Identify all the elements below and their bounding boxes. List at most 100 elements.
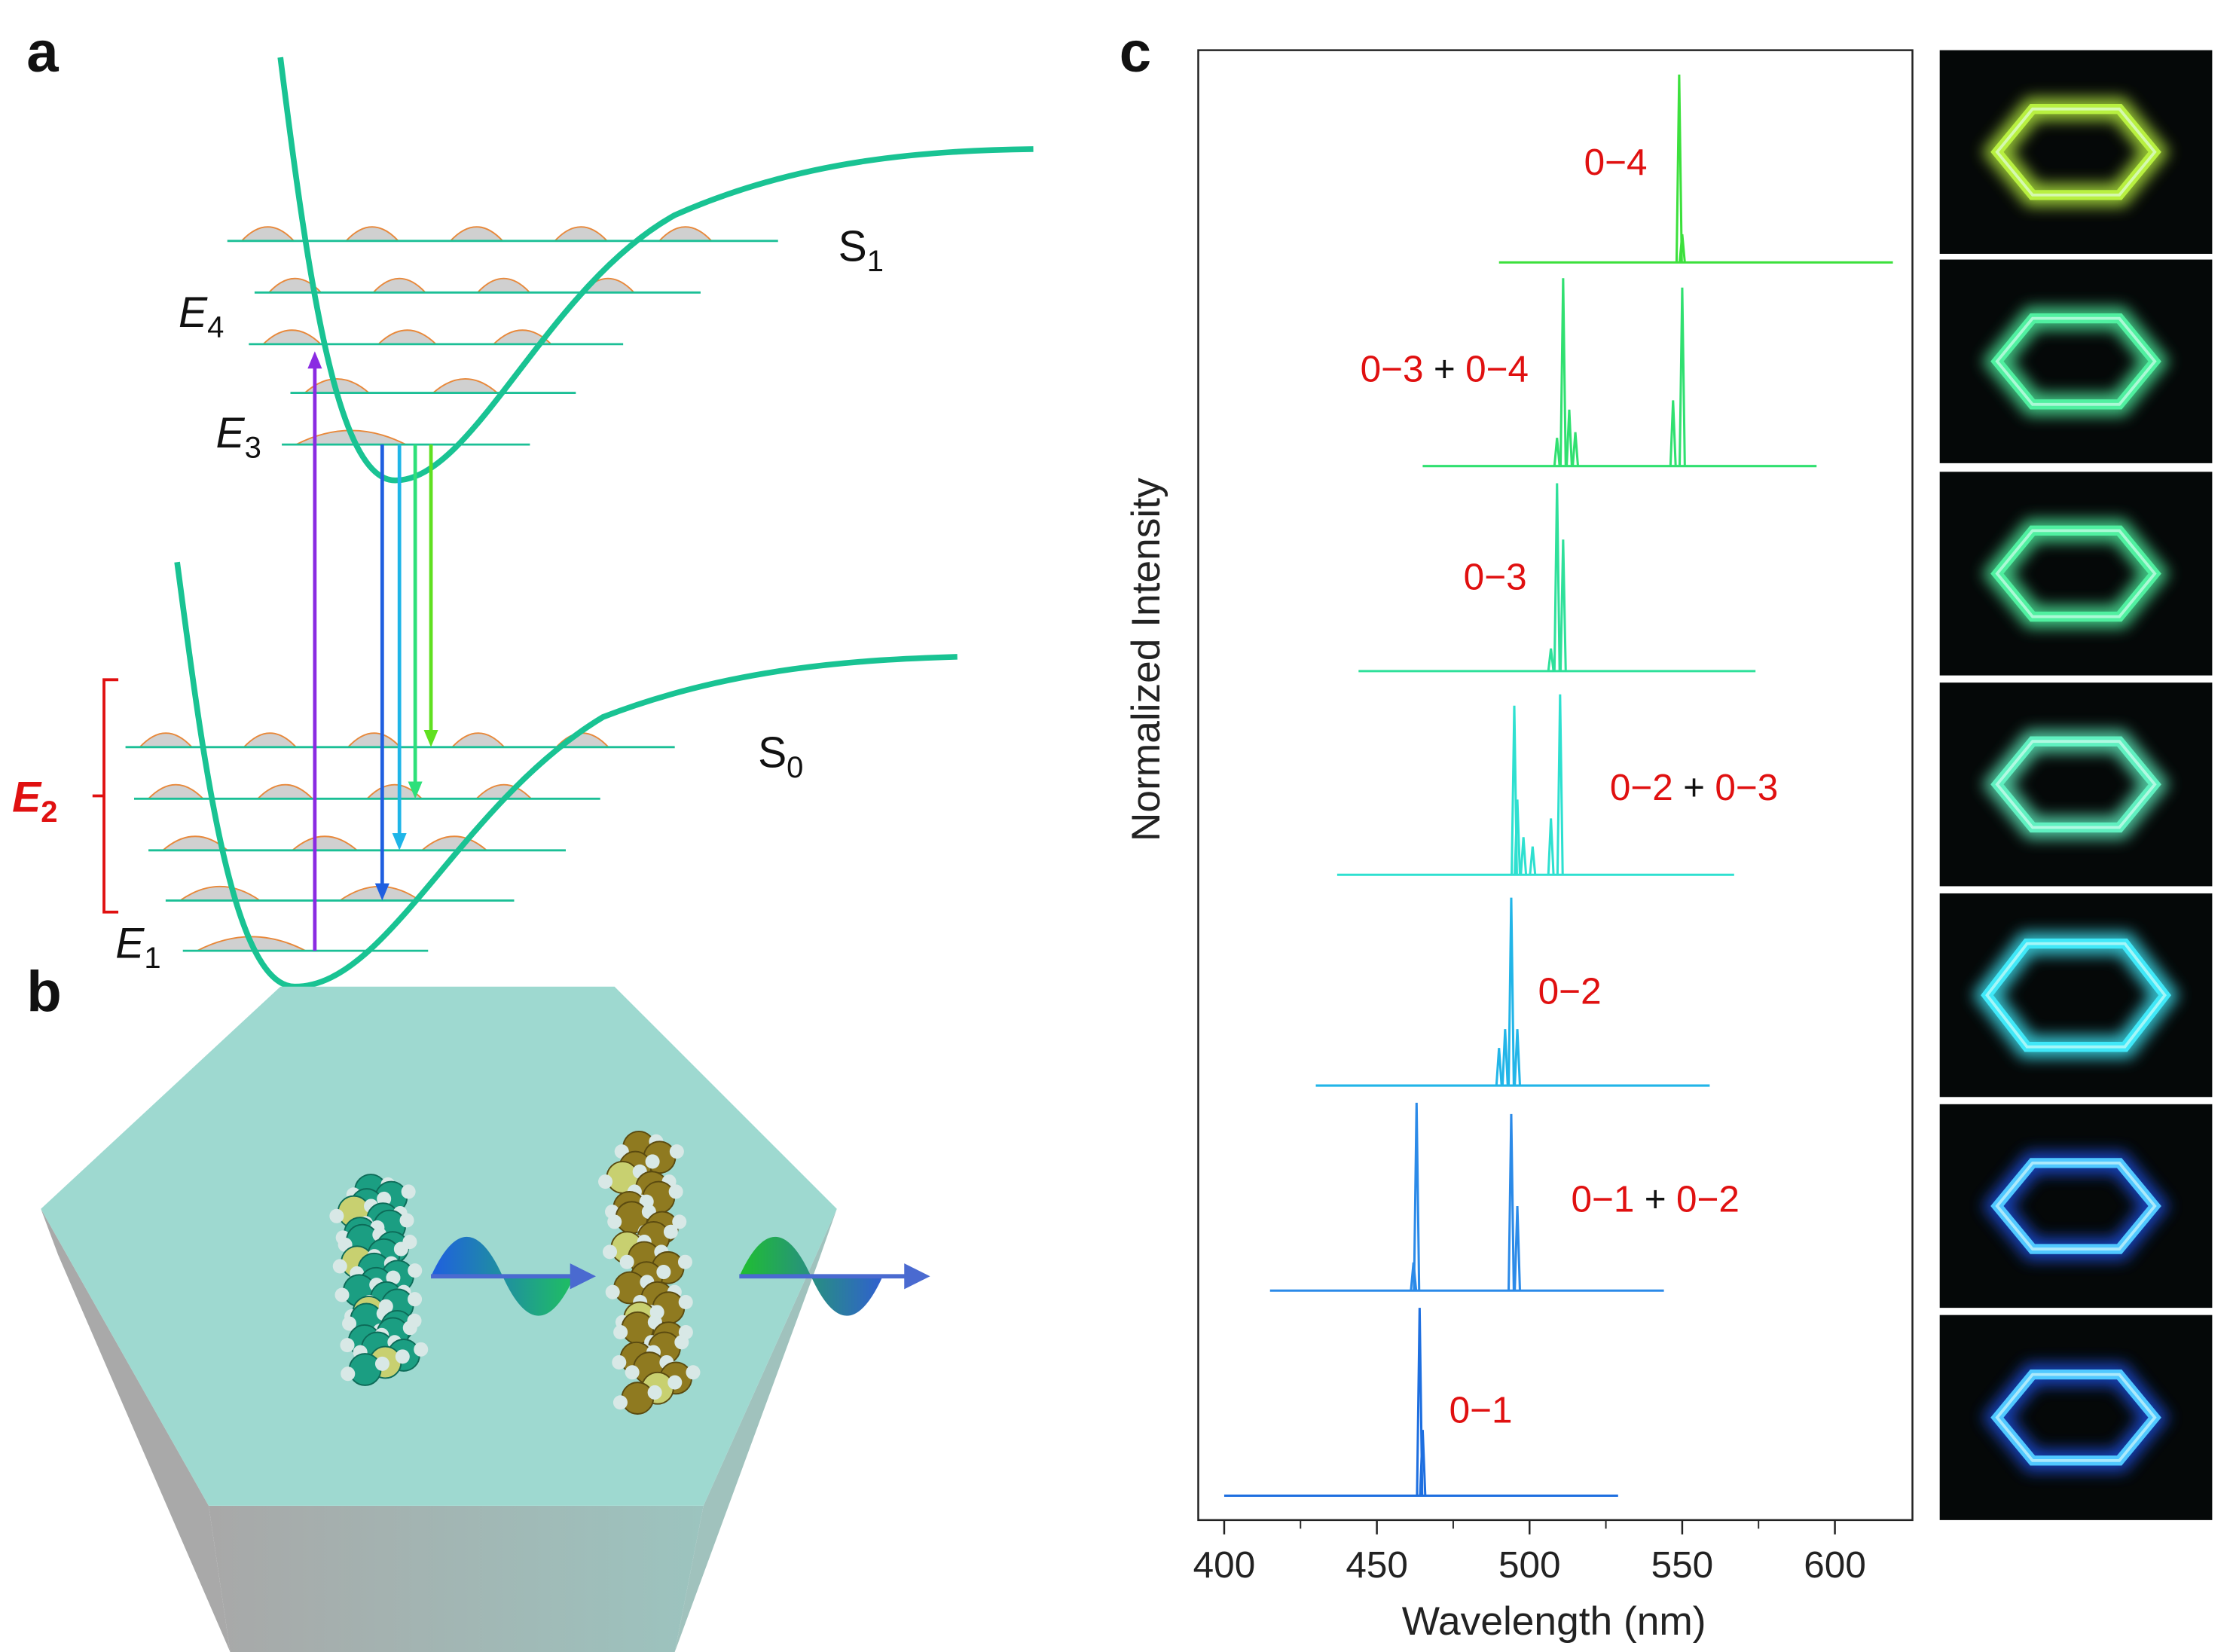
x-tick-label: 550 xyxy=(1651,1544,1714,1586)
label-main: S xyxy=(758,728,787,777)
panel-label: b xyxy=(26,960,62,1024)
series-label-part: 0−2 xyxy=(1676,1179,1740,1220)
atom xyxy=(677,1254,692,1269)
atom xyxy=(605,1284,620,1299)
hexagon-core xyxy=(1995,1161,2157,1250)
label-sub: 0 xyxy=(787,751,803,784)
atom xyxy=(334,1287,350,1302)
series-label: 0−3 xyxy=(1464,556,1527,597)
atom xyxy=(408,1292,423,1307)
label-sub: 2 xyxy=(41,795,57,829)
panel-label: c xyxy=(1120,20,1151,84)
atom xyxy=(674,1335,689,1350)
spectrum-peak xyxy=(1675,74,1683,263)
image-panel xyxy=(1939,1315,2213,1520)
energy-label: E2 xyxy=(12,773,57,828)
energy-label: E3 xyxy=(216,409,261,464)
atom xyxy=(672,1214,687,1229)
spectrum-peak xyxy=(1556,694,1564,875)
hexagon-core xyxy=(1985,942,2167,1049)
prism-side xyxy=(674,1208,837,1652)
series-label-part: 0−3 xyxy=(1715,767,1778,808)
atom xyxy=(341,1366,356,1382)
atom xyxy=(678,1294,693,1310)
prism-side xyxy=(41,1208,231,1652)
image-panel xyxy=(1939,682,2213,887)
label-main: E xyxy=(216,409,246,457)
microscope-images xyxy=(1939,50,2213,1520)
spectrum-peak xyxy=(1514,1206,1521,1291)
spectrum-peak xyxy=(1553,483,1561,671)
series-label-part: 0−1 xyxy=(1449,1389,1513,1431)
potential-curve xyxy=(174,561,958,990)
atom xyxy=(612,1395,628,1410)
potential-curve xyxy=(277,56,1034,484)
atom xyxy=(401,1184,416,1199)
atom xyxy=(386,1270,401,1285)
spectrum-peak xyxy=(1507,1113,1515,1291)
arrow-head xyxy=(423,729,438,747)
energy-label: S1 xyxy=(839,222,884,277)
spectrum-peak xyxy=(1514,1029,1521,1086)
series-label: 0−1 xyxy=(1449,1389,1513,1431)
spectrum-peak xyxy=(1507,897,1515,1086)
atom xyxy=(647,1385,662,1400)
atom xyxy=(332,1259,347,1274)
arrow-head xyxy=(374,883,389,901)
x-tick-label: 400 xyxy=(1193,1544,1256,1586)
spectrum-peak xyxy=(1416,1308,1424,1496)
label-main: E xyxy=(115,920,145,968)
label-sub: 4 xyxy=(207,310,224,344)
atom xyxy=(607,1214,622,1229)
atom xyxy=(374,1356,389,1371)
wavefunction xyxy=(177,885,500,902)
label-main: E xyxy=(12,773,42,821)
x-tick-label: 600 xyxy=(1804,1544,1866,1586)
series-label-part: + xyxy=(1434,348,1456,389)
atom xyxy=(342,1316,357,1331)
atom xyxy=(598,1174,613,1189)
arrow-head xyxy=(570,1263,596,1290)
atom xyxy=(686,1365,701,1380)
spectrum-peak xyxy=(1520,837,1528,875)
spectrum-peak xyxy=(1529,846,1537,875)
atom xyxy=(348,1353,382,1386)
atom xyxy=(668,1184,683,1199)
image-panel xyxy=(1939,259,2213,463)
image-panel xyxy=(1939,472,2213,676)
atom xyxy=(621,1382,655,1415)
spectrum-peak xyxy=(1566,409,1573,466)
atom xyxy=(402,1321,417,1336)
series-label: 0−2 +0−3 xyxy=(1610,767,1778,808)
series-label-part: 0−4 xyxy=(1584,142,1648,183)
arrow-head xyxy=(408,781,423,799)
wavefunction xyxy=(267,277,686,294)
spectrum-peak xyxy=(1413,1102,1421,1291)
energy-label: E1 xyxy=(115,920,160,975)
spectrum-peak xyxy=(1419,1430,1427,1496)
atom xyxy=(663,1224,678,1239)
label-main: S xyxy=(839,222,867,270)
y-axis-label: Normalized Intensity xyxy=(1124,478,1168,841)
prism-front xyxy=(208,1505,704,1652)
atom xyxy=(377,1191,392,1206)
atom xyxy=(669,1144,684,1159)
crystal-illustration xyxy=(41,986,930,1652)
atom xyxy=(399,1213,414,1228)
atom xyxy=(612,1354,627,1370)
image-panel xyxy=(1939,1104,2213,1308)
series-label-part: 0−1 xyxy=(1571,1179,1634,1220)
arrow-head xyxy=(392,833,407,850)
arrow-head xyxy=(904,1263,930,1290)
atom xyxy=(393,1241,408,1257)
hexagon-core xyxy=(1995,529,2157,618)
atom xyxy=(603,1244,618,1260)
series-label: 0−3 +0−4 xyxy=(1361,348,1529,389)
spectrum-peak xyxy=(1495,1048,1503,1086)
atom xyxy=(340,1338,355,1353)
arrow-head xyxy=(307,351,322,369)
x-tick-label: 450 xyxy=(1346,1544,1408,1586)
hexagon-core xyxy=(1995,1373,2157,1462)
